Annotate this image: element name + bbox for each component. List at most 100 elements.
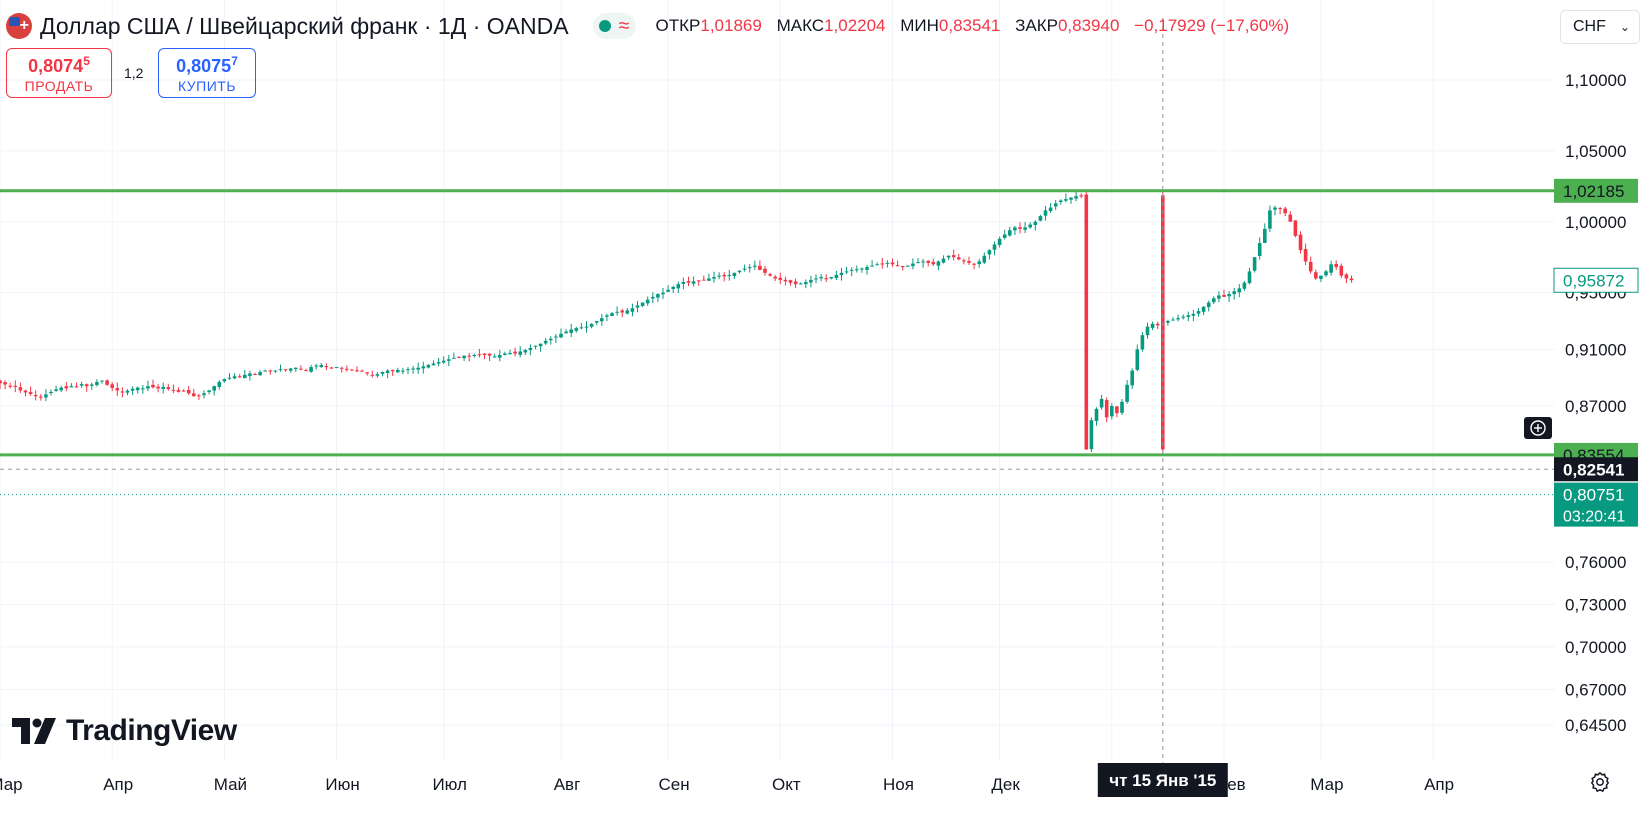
candle-body: [758, 265, 762, 270]
candle-body: [778, 277, 783, 280]
x-axis-ticks: МарАпрМайИюнИюлАвгСенОктНояДек2015ФевМар…: [0, 775, 1454, 794]
candle: [360, 369, 364, 372]
ohlc-low-label: МИН: [900, 16, 939, 35]
candle-body: [1288, 214, 1293, 222]
ohlc-values: ОТКР1,01869 МАКС1,02204 МИН0,83541 ЗАКР0…: [656, 16, 1300, 36]
candle: [1339, 263, 1344, 279]
currency-value: CHF: [1573, 18, 1606, 35]
candle: [426, 364, 431, 369]
candle: [436, 357, 441, 367]
candle-body: [115, 388, 120, 391]
candle: [222, 378, 227, 383]
candle: [783, 276, 788, 286]
candle-body: [472, 355, 477, 357]
candle-body: [605, 315, 609, 317]
candle-body: [533, 345, 538, 347]
candle-body: [304, 370, 308, 372]
candle-body: [227, 377, 232, 379]
candle: [982, 252, 987, 265]
currency-select[interactable]: CHF ⌄: [1560, 10, 1640, 44]
symbol-title[interactable]: Доллар США / Швейцарский франк · 1Д · OA…: [40, 12, 569, 39]
candle-body: [243, 374, 247, 378]
candle: [54, 385, 58, 392]
candle-body: [447, 359, 451, 361]
x-tick-label: Июн: [325, 775, 359, 794]
candle: [936, 260, 941, 271]
candle: [1064, 193, 1068, 203]
candle: [324, 363, 329, 371]
candle: [855, 265, 859, 273]
candle: [717, 272, 721, 280]
candle: [860, 267, 864, 273]
candle: [79, 381, 84, 388]
candle-body: [1115, 406, 1119, 414]
ohlc-change: −0,17929 (−17,60%): [1134, 16, 1290, 35]
x-tick-label: Ноя: [883, 775, 914, 794]
candle: [768, 272, 772, 277]
candle: [661, 288, 665, 300]
buy-label: КУПИТЬ: [177, 78, 237, 94]
candle-body: [39, 396, 43, 398]
tradingview-logo[interactable]: TradingView: [12, 714, 237, 748]
candle-body: [1227, 294, 1231, 297]
candle-body: [90, 384, 94, 386]
buy-button[interactable]: 0,80757 КУПИТЬ: [158, 48, 256, 98]
candle: [666, 285, 670, 293]
candle-body: [268, 370, 273, 372]
candle-body: [1247, 271, 1252, 284]
sell-button[interactable]: 0,80745 ПРОДАТЬ: [6, 48, 112, 98]
candle: [528, 344, 533, 356]
candle: [197, 393, 201, 401]
candle: [1191, 309, 1196, 322]
candle: [1268, 205, 1272, 233]
candle-body: [120, 391, 125, 393]
candle-body: [171, 389, 176, 391]
candle: [1038, 214, 1043, 222]
x-tick-label: Мар: [0, 775, 23, 794]
candle: [559, 328, 563, 339]
candle-body: [1038, 216, 1043, 221]
candle-body: [865, 267, 869, 270]
candle-body: [263, 370, 267, 372]
candle-body: [834, 274, 839, 278]
candle-body: [477, 354, 482, 356]
candle: [727, 269, 732, 281]
market-status[interactable]: ≈: [592, 13, 636, 39]
candle-body: [610, 313, 614, 316]
candle: [28, 386, 33, 396]
candle: [345, 365, 349, 372]
candle-body: [538, 343, 543, 347]
candle-body: [906, 265, 910, 267]
candle-body: [941, 258, 946, 263]
crosshair-date-badge: [1097, 763, 1228, 797]
candle: [186, 386, 191, 395]
candle: [1176, 314, 1180, 322]
candle: [651, 292, 655, 303]
candle-body: [1278, 208, 1282, 210]
settings-gear-icon[interactable]: [1589, 771, 1611, 793]
candle-body: [64, 386, 69, 389]
candle-body: [314, 365, 318, 367]
candle: [1171, 317, 1175, 321]
candle: [100, 380, 104, 384]
buy-price: 0,8075: [176, 56, 232, 76]
candle-body: [1069, 197, 1073, 200]
candle: [1308, 256, 1313, 274]
candle: [95, 379, 99, 387]
candle-body: [620, 310, 624, 313]
candle: [263, 369, 267, 372]
candle: [793, 278, 798, 288]
candle-body: [299, 368, 303, 370]
candle: [1018, 222, 1022, 234]
candle: [977, 258, 981, 268]
candle: [1344, 273, 1349, 284]
candle-body: [839, 272, 844, 276]
candle-body: [696, 280, 701, 282]
candle: [890, 258, 895, 267]
add-alert-plus-icon[interactable]: [1524, 417, 1552, 439]
candle: [533, 345, 538, 350]
candle: [1002, 229, 1007, 240]
candle-body: [549, 338, 553, 341]
candle-body: [0, 380, 2, 384]
